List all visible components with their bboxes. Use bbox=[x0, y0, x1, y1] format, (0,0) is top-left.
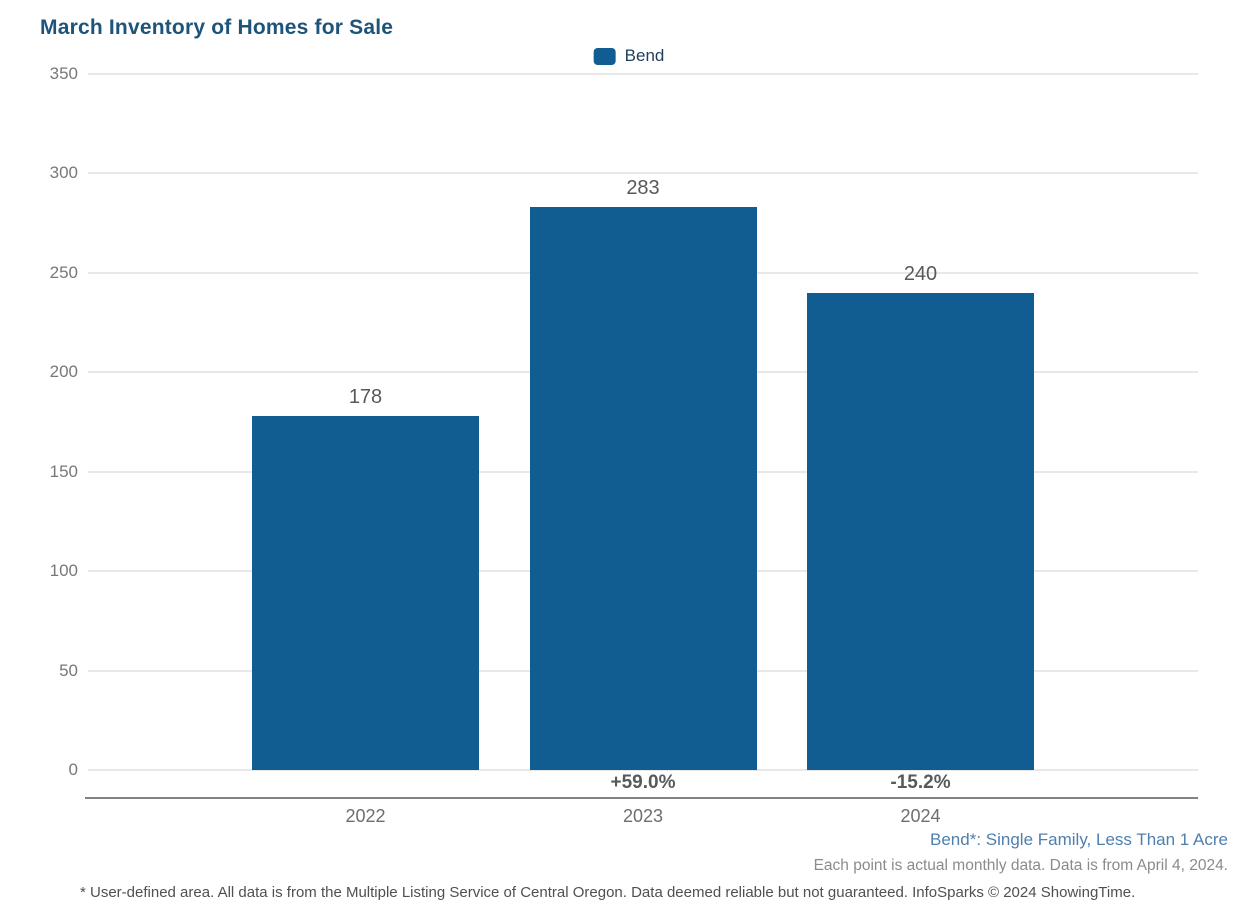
x-tick-label: 2024 bbox=[900, 806, 941, 826]
y-tick-label: 150 bbox=[49, 461, 78, 481]
bar-2022[interactable] bbox=[252, 416, 479, 770]
gridline bbox=[88, 769, 1198, 771]
plot-area: 178 283 240 bbox=[88, 73, 1198, 771]
bar-value-label: 240 bbox=[903, 262, 938, 285]
footnote-data-note: Each point is actual monthly data. Data … bbox=[813, 857, 1228, 874]
footnote-series-definition: Bend*: Single Family, Less Than 1 Acre bbox=[930, 830, 1228, 849]
y-tick-label: 250 bbox=[49, 262, 78, 282]
x-axis: 2022 2023 2024 bbox=[88, 806, 1198, 830]
y-tick-label: 0 bbox=[68, 760, 78, 779]
bar-value-label: 283 bbox=[626, 177, 660, 200]
y-axis: 0 50 100 150 200 250 300 350 bbox=[0, 64, 78, 779]
y-tick-label: 50 bbox=[59, 660, 78, 680]
legend-item-bend[interactable]: Bend bbox=[593, 46, 665, 66]
bar-value-label: 178 bbox=[348, 386, 383, 409]
y-tick-label: 350 bbox=[49, 64, 78, 83]
y-tick-label: 100 bbox=[49, 561, 78, 581]
pct-change-row: +59.0% -15.2% bbox=[88, 772, 1198, 798]
chart-title: March Inventory of Homes for Sale bbox=[40, 16, 394, 39]
x-axis-line bbox=[85, 797, 1198, 799]
legend-label: Bend bbox=[624, 46, 665, 65]
legend-swatch-icon bbox=[593, 47, 616, 65]
x-tick-label: 2023 bbox=[622, 806, 664, 826]
pct-change-label: -15.2% bbox=[890, 772, 951, 793]
gridline bbox=[88, 73, 1198, 75]
x-tick-label: 2022 bbox=[345, 806, 386, 826]
bar-2024[interactable] bbox=[807, 292, 1034, 770]
gridline bbox=[88, 172, 1198, 175]
bar-2023[interactable] bbox=[529, 207, 757, 770]
pct-change-label: +59.0% bbox=[610, 772, 676, 793]
footnote-disclaimer: * User-defined area. All data is from th… bbox=[80, 884, 1136, 901]
y-tick-label: 200 bbox=[49, 362, 78, 382]
y-tick-label: 300 bbox=[49, 163, 78, 183]
